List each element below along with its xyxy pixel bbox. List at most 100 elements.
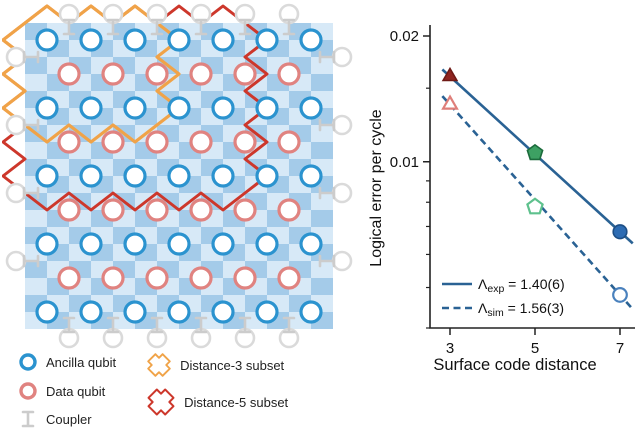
ancilla-qubit <box>255 300 279 324</box>
ancilla-qubit <box>299 300 323 324</box>
distance-5-subset-icon <box>147 388 175 416</box>
data-qubit <box>277 198 301 222</box>
data-qubit <box>101 62 125 86</box>
data-qubit <box>233 62 257 86</box>
y-axis-label: Logical error per cycle <box>368 109 385 267</box>
x-tick-label: 3 <box>446 340 454 357</box>
plaquette-cell <box>25 142 47 159</box>
coupler-icon <box>22 254 40 268</box>
unused-qubit <box>5 250 27 272</box>
unused-qubit <box>331 46 353 68</box>
distance-5-subset-label: Distance-5 subset <box>184 394 289 410</box>
x-axis-label: Surface code distance <box>433 356 597 374</box>
data-qubit <box>277 266 301 290</box>
coupler-icon <box>62 316 76 334</box>
ancilla-qubit <box>35 164 59 188</box>
data-qubit <box>189 62 213 86</box>
legend-item-data: Data qubit <box>18 381 116 401</box>
plaquette-cell <box>311 261 333 278</box>
marker-pentagon-simulation <box>526 197 544 215</box>
data-icon-ring <box>19 382 37 400</box>
data-qubit <box>233 198 257 222</box>
unused-qubit <box>331 182 353 204</box>
ancilla-qubit <box>255 96 279 120</box>
coupler-icon <box>238 18 252 36</box>
ancilla-qubit <box>211 300 235 324</box>
coupler-icon <box>150 316 164 334</box>
distance-5-icon-outline <box>147 388 175 416</box>
coupler-label: Coupler <box>46 411 92 427</box>
legend-subset-column: Distance-3 subset Distance-5 subset <box>146 352 288 428</box>
ancilla-qubit <box>123 232 147 256</box>
marker-triangle-experiment <box>441 66 459 82</box>
ancilla-qubit <box>35 96 59 120</box>
ancilla-qubit <box>35 300 59 324</box>
coupler-icon <box>318 118 336 132</box>
plaquette-cell <box>311 57 333 74</box>
legend-item-distance3: Distance-3 subset <box>146 352 288 378</box>
legend-item-coupler: Coupler <box>18 410 116 428</box>
ancilla-qubit <box>167 96 191 120</box>
data-qubit <box>57 62 81 86</box>
coupler-icon <box>194 316 208 334</box>
coupler-icon <box>21 410 35 428</box>
ancilla-qubit <box>299 164 323 188</box>
coupler-icon <box>22 50 40 64</box>
logical-error-chart: 0.02 0.01 3 5 7 Λexp = 1.40(6) Λsim = 1.56(3) <box>390 25 635 357</box>
distance-3-subset-icon <box>147 353 171 377</box>
coupler-icon <box>194 18 208 36</box>
plaquette-cell <box>25 210 47 227</box>
unused-qubit <box>5 46 27 68</box>
legend-qubit-column: Ancilla qubit Data qubit Coupler <box>18 352 116 428</box>
coupler-icon <box>318 186 336 200</box>
data-qubit <box>277 62 301 86</box>
coupler-icon <box>282 18 296 36</box>
data-qubit <box>189 266 213 290</box>
y-tick-label: 0.02 <box>390 28 419 45</box>
plaquette-cell <box>25 74 47 91</box>
ancilla-qubit <box>255 28 279 52</box>
ancilla-qubit <box>211 96 235 120</box>
data-qubit-label: Data qubit <box>46 383 106 399</box>
data-qubit <box>233 266 257 290</box>
coupler-icon <box>22 186 40 200</box>
x-tick-label: 5 <box>531 340 539 357</box>
coupler-icon <box>238 316 252 334</box>
coupler-icon <box>106 316 120 334</box>
ancilla-qubit <box>167 164 191 188</box>
legend-label-sim: Λsim = 1.56(3) <box>478 300 564 319</box>
unused-qubit <box>5 114 27 136</box>
marker-pentagon-experiment <box>526 143 544 161</box>
marker-circle-experiment <box>612 224 628 240</box>
ancilla-qubit-label: Ancilla qubit <box>46 354 117 370</box>
ancilla-qubit <box>123 300 147 324</box>
ancilla-qubit <box>123 96 147 120</box>
unused-qubit <box>331 250 353 272</box>
data-qubit <box>145 198 169 222</box>
coupler-icon <box>318 254 336 268</box>
qubit-lattice-diagram <box>2 3 353 349</box>
ancilla-qubit <box>79 164 103 188</box>
data-qubit <box>277 130 301 154</box>
distance-5-outline <box>2 4 269 212</box>
distance-3-subset-label: Distance-3 subset <box>180 357 285 373</box>
ancilla-qubit <box>79 232 103 256</box>
ancilla-qubit <box>79 96 103 120</box>
unused-qubit <box>5 182 27 204</box>
ancilla-qubit <box>255 232 279 256</box>
distance-3-icon-outline <box>147 353 171 377</box>
data-qubit <box>101 130 125 154</box>
plaquette-cell <box>311 210 333 227</box>
ancilla-qubit <box>299 28 323 52</box>
x-tick-label: 7 <box>616 340 624 357</box>
unused-qubit <box>331 114 353 136</box>
ancilla-qubit <box>167 28 191 52</box>
marker-triangle-simulation <box>441 94 459 110</box>
data-qubit-icon <box>19 382 37 400</box>
coupler-icon <box>62 18 76 36</box>
coupler-icon-glyph <box>21 410 35 428</box>
ancilla-qubit <box>35 232 59 256</box>
ancilla-qubit <box>79 28 103 52</box>
data-qubit <box>57 198 81 222</box>
